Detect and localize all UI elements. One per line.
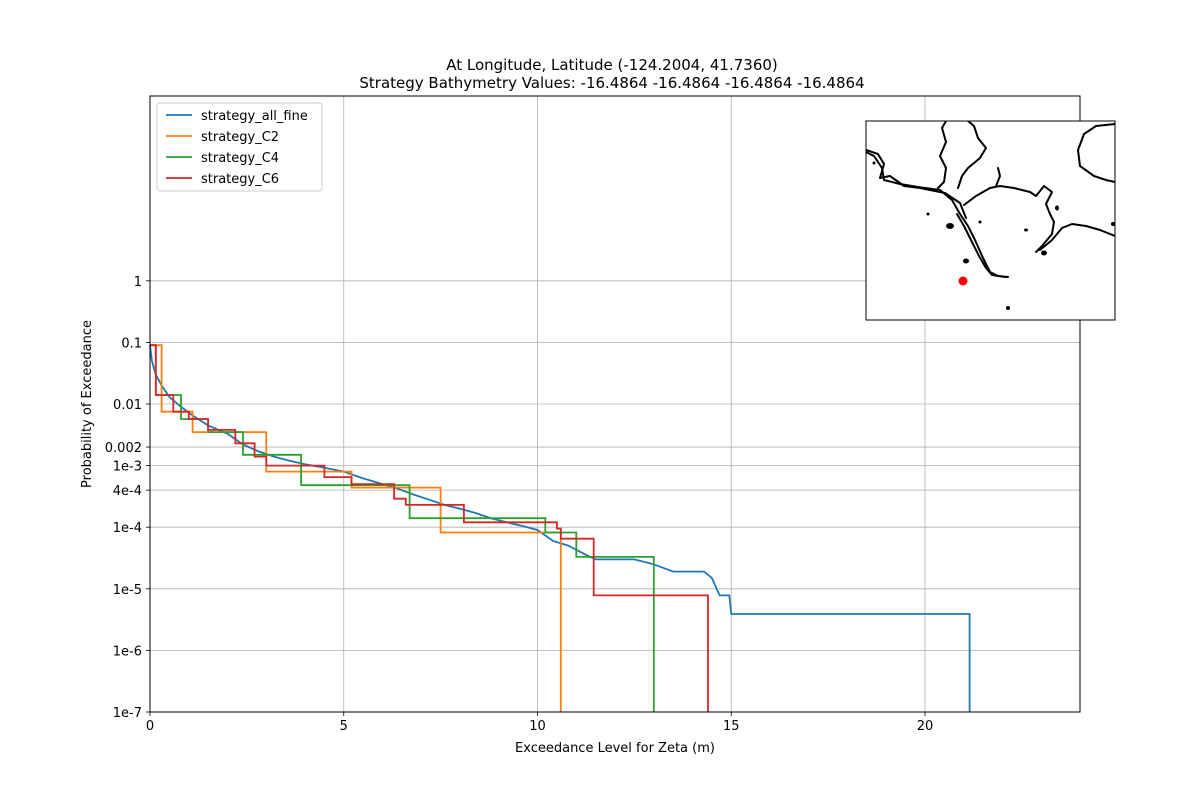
y-tick-label: 1e-6: [113, 644, 142, 659]
y-tick-label: 0.01: [113, 398, 142, 413]
legend-label: strategy_C6: [201, 172, 279, 187]
inset-islet-3: [1006, 306, 1010, 310]
legend-label: strategy_C4: [201, 151, 279, 166]
inset-island-northeast: [1077, 123, 1115, 183]
x-tick-label: 15: [723, 719, 740, 734]
y-ticks: 1 0.1 0.01 0.002 1e-3 4e-4 1e-4 1e-5 1e-6 1e-7: [105, 275, 150, 721]
series-group: [149, 344, 971, 712]
legend: strategy_all_fine strategy_C2 strategy_C4s…: [156, 102, 323, 192]
inset-river-bank: [956, 213, 1006, 278]
legend-label: strategy_all_fine: [201, 109, 308, 124]
inset-islet-4: [1055, 205, 1059, 211]
inset-islet-7: [926, 212, 930, 216]
y-tick-label: 1e-5: [113, 583, 142, 598]
inset-map: [865, 120, 1116, 321]
legend-box: [156, 102, 323, 192]
inset-river-channel: [866, 151, 1009, 278]
y-tick-label: 1e-7: [113, 706, 142, 721]
x-tick-label: 20: [917, 719, 934, 734]
y-tick-label: 4e-4: [113, 484, 142, 499]
y-tick-label: 0.1: [121, 336, 142, 351]
chart-subtitle: Strategy Bathymetry Values: -16.4864 -16…: [359, 74, 864, 92]
x-axis-label: Exceedance Level for Zeta (m): [515, 741, 715, 756]
inset-islet-9: [978, 220, 982, 224]
x-ticks: 0 5 10 15 20: [146, 712, 933, 734]
inset-islet-1: [946, 223, 954, 229]
legend-label: strategy_C2: [201, 130, 279, 145]
y-axis-label: Probability of Exceedance: [80, 320, 95, 488]
inset-coastline-north: [866, 149, 967, 219]
series-line-strategy_all_fine: [149, 345, 971, 712]
x-tick-label: 0: [146, 719, 154, 734]
series-line-strategy_C6: [150, 344, 709, 712]
chart-title: At Longitude, Latitude (-124.2004, 41.73…: [446, 56, 778, 74]
inset-shore-east: [1039, 223, 1115, 251]
inset-map-frame: [865, 120, 1116, 321]
x-tick-label: 5: [340, 719, 348, 734]
y-tick-label: 1: [134, 275, 142, 290]
y-tick-label: 1e-3: [113, 460, 142, 475]
inset-inlet-west: [937, 121, 947, 189]
y-tick-label: 0.002: [105, 441, 142, 456]
inset-inlet-middle: [957, 121, 987, 189]
inset-islet-6: [1041, 250, 1047, 256]
location-marker: [958, 276, 968, 286]
inset-islet-10: [1111, 222, 1115, 226]
series-line-strategy_C2: [150, 344, 562, 712]
inset-creek: [995, 167, 1001, 187]
inset-islet-5: [1024, 228, 1028, 232]
series-line-strategy_C4: [150, 344, 655, 712]
x-tick-label: 10: [529, 719, 546, 734]
inset-islet-2: [963, 258, 969, 264]
y-tick-label: 1e-4: [113, 521, 142, 536]
inset-inlet-east: [963, 185, 1055, 253]
inset-islet-8: [872, 161, 876, 165]
